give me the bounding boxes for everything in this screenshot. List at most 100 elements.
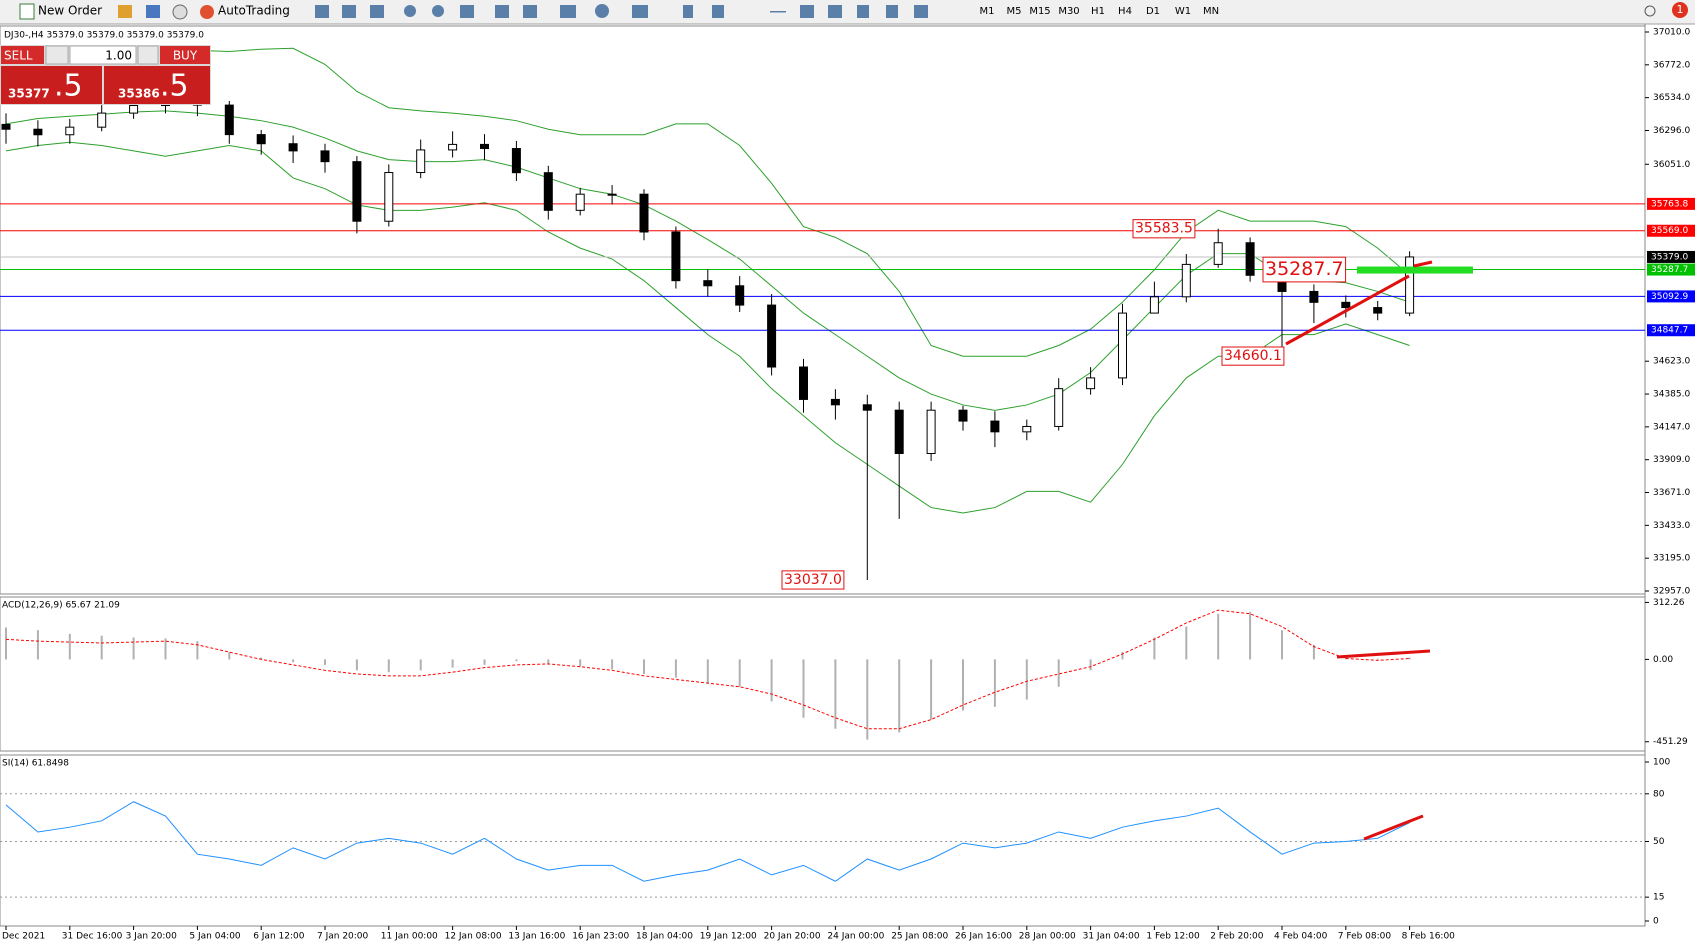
icon[interactable] <box>712 5 724 18</box>
candle-body <box>1341 301 1351 309</box>
candle-body <box>1022 425 1032 433</box>
icon[interactable] <box>370 5 384 18</box>
candle-body <box>1181 263 1191 298</box>
rsi-pane <box>0 754 1646 927</box>
timeframe-button[interactable]: H1 <box>1091 6 1105 17</box>
icon[interactable] <box>146 5 160 18</box>
notification-badge[interactable] <box>1672 2 1688 18</box>
level-label-box <box>1647 224 1695 237</box>
y-tick-label: -451.29 <box>1653 737 1688 747</box>
x-tick-label: 7 Feb 08:00 <box>1338 932 1392 942</box>
rsi-arrow <box>1363 814 1424 841</box>
level-label: 35287.7 <box>1651 265 1688 275</box>
candle-body <box>1 123 11 130</box>
buy-price: 35386 <box>118 87 160 101</box>
candle-body <box>1086 377 1096 390</box>
candle-body <box>990 420 1000 433</box>
timeframe-button[interactable]: D1 <box>1146 6 1160 17</box>
candle-body <box>830 398 840 406</box>
candle-body <box>703 280 713 287</box>
icon[interactable] <box>118 5 132 18</box>
icon[interactable] <box>495 5 509 18</box>
drawn-arrows <box>1285 260 1433 841</box>
icon[interactable] <box>460 5 474 18</box>
y-tick-label: 33909.0 <box>1653 455 1690 465</box>
annotation-box <box>1221 346 1285 366</box>
candle-body <box>671 231 681 282</box>
timeframe-button[interactable]: MN <box>1203 6 1219 17</box>
x-tick-label: 2 Feb 20:00 <box>1210 932 1264 942</box>
macd-pane <box>0 596 1646 752</box>
sell-price-box[interactable] <box>1 66 102 104</box>
icon[interactable] <box>432 5 444 17</box>
x-tick-label: 11 Jan 00:00 <box>381 932 438 942</box>
y-tick-label: 37010.0 <box>1653 28 1690 38</box>
macd-title: ACD(12,26,9) 65.67 21.09 <box>2 601 120 611</box>
timeframe-button[interactable]: W1 <box>1175 6 1191 17</box>
spinner[interactable] <box>137 45 159 65</box>
x-tick-label: 5 Jan 04:00 <box>189 932 241 942</box>
autotrading-button[interactable]: AutoTrading <box>200 4 290 20</box>
candle-body <box>767 304 777 368</box>
search-icon[interactable] <box>1644 5 1656 17</box>
y-tick-label: 100 <box>1653 758 1670 768</box>
annotation-label: 35287.7 <box>1265 258 1344 280</box>
annotation-box <box>1262 256 1347 283</box>
candle-body <box>1149 296 1159 314</box>
x-tick-label: 25 Jan 08:00 <box>891 932 948 942</box>
sell-button[interactable] <box>1 46 44 64</box>
icon[interactable] <box>914 5 928 18</box>
y-tick-label: 33195.0 <box>1653 554 1690 564</box>
timeframe-button[interactable]: M1 <box>980 6 995 17</box>
x-tick-label: 24 Jan 00:00 <box>827 932 884 942</box>
buy-price-box[interactable] <box>104 66 210 104</box>
candle-body <box>224 104 234 136</box>
candle-body <box>607 193 617 196</box>
icon[interactable] <box>404 5 416 17</box>
autotrading-label: AutoTrading <box>218 4 290 18</box>
timeframe-button[interactable]: M15 <box>1029 6 1050 17</box>
buy-label: BUY <box>173 49 198 63</box>
arrow <box>1413 260 1433 268</box>
icon[interactable] <box>632 5 648 18</box>
candle-body <box>511 148 521 174</box>
icon[interactable] <box>770 11 786 13</box>
candle-body <box>1373 307 1383 314</box>
icon[interactable] <box>828 5 842 18</box>
icon[interactable] <box>523 5 537 18</box>
candle-body <box>958 409 968 422</box>
level-label: 35569.0 <box>1651 226 1688 236</box>
sell-label: SELL <box>4 49 33 63</box>
level-label-box <box>1647 250 1695 263</box>
y-tick-label: 50 <box>1653 837 1665 847</box>
timeframe-button[interactable]: M30 <box>1058 6 1079 17</box>
icon[interactable] <box>595 4 609 18</box>
x-tick-label: 26 Jan 16:00 <box>955 932 1012 942</box>
buy-button[interactable] <box>160 46 210 64</box>
icon[interactable] <box>800 5 814 18</box>
buy-pips: .5 <box>160 69 189 104</box>
y-tick-label: 80 <box>1653 789 1665 799</box>
icon[interactable] <box>342 5 356 18</box>
icon[interactable] <box>886 5 898 18</box>
icon[interactable] <box>172 4 188 20</box>
level-label: 35092.9 <box>1651 292 1688 302</box>
timeframe-button[interactable]: M5 <box>1007 6 1022 17</box>
icon[interactable] <box>560 5 576 18</box>
spinner[interactable] <box>45 45 69 65</box>
lots-input[interactable] <box>69 45 137 65</box>
trend-arrow <box>1285 274 1410 346</box>
timeframe-button[interactable]: H4 <box>1118 6 1132 17</box>
candle-body <box>1213 242 1223 265</box>
candle-body <box>543 172 553 211</box>
icon[interactable] <box>683 5 693 18</box>
rsi-line <box>5 801 1410 882</box>
new-order-button[interactable]: New Order <box>19 3 102 20</box>
icon[interactable] <box>315 5 329 18</box>
candle-body <box>480 143 489 150</box>
icon[interactable] <box>857 5 869 18</box>
level-label: 35763.8 <box>1651 199 1688 209</box>
level-label-box <box>1647 197 1695 210</box>
x-tick-label: 16 Jan 23:00 <box>572 932 629 942</box>
symbol-info: DJ30-,H4 35379.0 35379.0 35379.0 35379.0 <box>4 31 204 41</box>
